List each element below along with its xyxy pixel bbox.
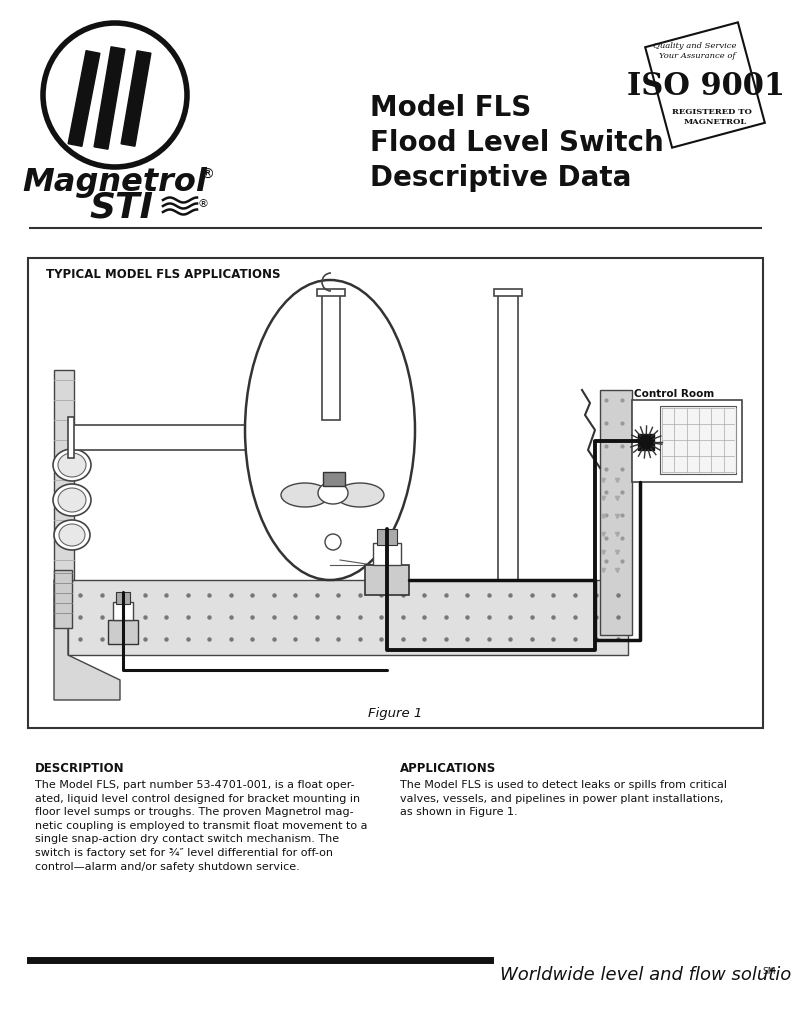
Text: TYPICAL MODEL FLS APPLICATIONS: TYPICAL MODEL FLS APPLICATIONS bbox=[46, 268, 281, 282]
Bar bbox=[323, 472, 345, 486]
Bar bbox=[28, 258, 763, 728]
Text: Quality and Service: Quality and Service bbox=[653, 42, 736, 50]
Bar bbox=[660, 406, 736, 474]
Bar bbox=[365, 565, 409, 595]
Ellipse shape bbox=[53, 449, 91, 481]
Ellipse shape bbox=[281, 483, 329, 507]
Text: Figure 1: Figure 1 bbox=[369, 707, 422, 720]
Ellipse shape bbox=[59, 524, 85, 546]
Polygon shape bbox=[54, 580, 120, 700]
Polygon shape bbox=[121, 51, 151, 146]
Bar bbox=[68, 417, 74, 458]
Ellipse shape bbox=[58, 453, 86, 477]
Text: Magnetrol: Magnetrol bbox=[23, 168, 207, 199]
Text: ®: ® bbox=[200, 168, 214, 182]
Bar bbox=[322, 290, 340, 420]
Text: ®: ® bbox=[198, 199, 209, 209]
Ellipse shape bbox=[54, 520, 90, 550]
Text: Your Assurance of: Your Assurance of bbox=[659, 52, 736, 60]
Circle shape bbox=[325, 534, 341, 550]
Text: The Model FLS is used to detect leaks or spills from critical
valves, vessels, a: The Model FLS is used to detect leaks or… bbox=[400, 780, 727, 817]
Bar bbox=[72, 425, 282, 450]
Bar bbox=[373, 543, 401, 565]
Ellipse shape bbox=[336, 483, 384, 507]
Bar bbox=[645, 23, 765, 147]
Bar bbox=[377, 529, 397, 545]
Ellipse shape bbox=[318, 482, 348, 504]
Text: REGISTERED TO: REGISTERED TO bbox=[672, 109, 752, 116]
Text: The Model FLS, part number 53-4701-001, is a float oper-
ated, liquid level cont: The Model FLS, part number 53-4701-001, … bbox=[35, 780, 368, 871]
Ellipse shape bbox=[245, 280, 415, 580]
Bar bbox=[116, 592, 130, 604]
Polygon shape bbox=[94, 47, 125, 150]
Text: ISO 9001: ISO 9001 bbox=[626, 72, 785, 102]
Bar bbox=[317, 289, 345, 296]
Bar bbox=[494, 289, 522, 296]
Text: Flood Level Switch: Flood Level Switch bbox=[370, 129, 664, 157]
Bar bbox=[632, 400, 742, 482]
Bar bbox=[108, 620, 138, 644]
Bar bbox=[498, 290, 518, 580]
Text: Control Room: Control Room bbox=[634, 389, 714, 399]
Text: MAGNETROL: MAGNETROL bbox=[683, 118, 747, 126]
Bar bbox=[68, 580, 628, 655]
Ellipse shape bbox=[58, 488, 86, 512]
Text: Worldwide level and flow solutions: Worldwide level and flow solutions bbox=[500, 966, 791, 984]
Bar bbox=[600, 390, 632, 635]
Text: DESCRIPTION: DESCRIPTION bbox=[35, 762, 125, 775]
Bar bbox=[113, 602, 133, 620]
Polygon shape bbox=[68, 50, 100, 146]
Text: Model FLS: Model FLS bbox=[370, 94, 532, 122]
Text: APPLICATIONS: APPLICATIONS bbox=[400, 762, 496, 775]
Text: SM: SM bbox=[762, 967, 775, 976]
Ellipse shape bbox=[53, 484, 91, 516]
Text: Descriptive Data: Descriptive Data bbox=[370, 164, 631, 193]
Text: STI: STI bbox=[90, 191, 154, 225]
Bar bbox=[54, 370, 74, 580]
Bar bbox=[54, 570, 72, 628]
